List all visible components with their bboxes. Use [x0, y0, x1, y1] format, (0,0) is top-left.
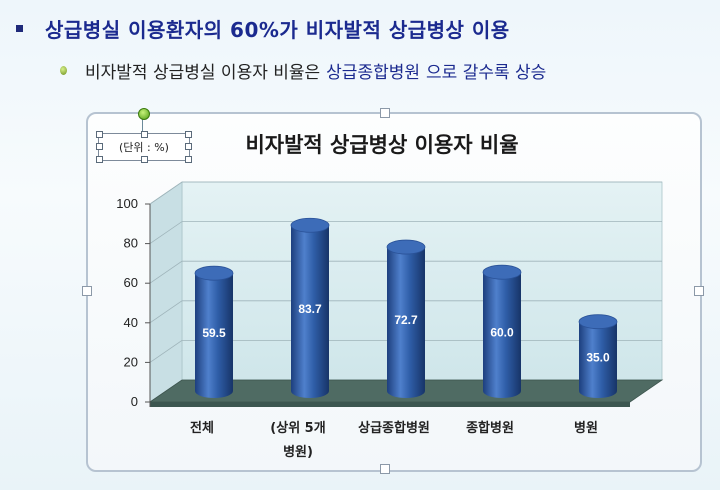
bar-top — [386, 239, 426, 255]
resize-handle[interactable] — [380, 108, 390, 118]
resize-handle[interactable] — [96, 131, 103, 138]
bar-value-label: 35.0 — [586, 350, 610, 364]
y-tick-label: 80 — [124, 236, 138, 251]
resize-handle[interactable] — [380, 464, 390, 474]
chart-side-wall — [149, 181, 183, 403]
y-tick-label: 60 — [124, 275, 138, 290]
gridline — [149, 260, 662, 284]
bar-value-label: 72.7 — [394, 313, 418, 327]
resize-handle[interactable] — [185, 143, 192, 150]
resize-handle[interactable] — [141, 156, 148, 163]
y-tick-label: 20 — [124, 354, 138, 369]
x-tick-label: (상위 5개 — [270, 421, 325, 436]
resize-handle[interactable] — [96, 143, 103, 150]
bar — [291, 225, 329, 398]
bullet-2-text: 비자발적 상급병실 이용자 비율은 — [85, 63, 321, 83]
gridline — [149, 181, 662, 205]
chart-title: 비자발적 상급병상 이용자 비율 — [245, 133, 518, 157]
resize-handle[interactable] — [185, 156, 192, 163]
bar — [579, 321, 617, 398]
bar — [195, 273, 233, 398]
gridline — [149, 221, 662, 244]
bullet-2-highlight: 상급종합병원 — [326, 63, 421, 83]
bar-top — [578, 314, 618, 330]
x-tick-label: 상급종합병원 — [358, 420, 430, 436]
x-tick-label: 전체 — [190, 420, 214, 436]
round-bullet-icon — [60, 66, 67, 75]
y-tick-label: 40 — [124, 315, 138, 330]
resize-handle[interactable] — [141, 131, 148, 138]
bar-top — [194, 265, 234, 281]
bar-top — [290, 217, 330, 233]
y-tick-label: 100 — [116, 196, 138, 211]
square-bullet-icon — [16, 25, 23, 32]
bullet-1: 상급병실 이용환자의 60%가 비자발적 상급병상 이용 — [16, 14, 510, 43]
x-tick-label: 병원 — [574, 420, 598, 436]
resize-handle[interactable] — [694, 286, 704, 296]
bar-top — [482, 264, 522, 280]
rotation-handle[interactable] — [138, 108, 150, 120]
bar-value-label: 60.0 — [490, 326, 514, 340]
bar-value-label: 59.5 — [202, 326, 226, 340]
resize-handle[interactable] — [185, 131, 192, 138]
bullet-2-text-end: 으로 갈수록 상승 — [426, 63, 547, 83]
resize-handle[interactable] — [82, 286, 92, 296]
bar — [387, 247, 425, 398]
x-tick-label: 종합병원 — [466, 420, 514, 436]
rotation-stem — [142, 118, 143, 132]
chart-floor-edge — [150, 402, 630, 407]
y-tick-label: 0 — [131, 394, 138, 409]
resize-handle[interactable] — [96, 156, 103, 163]
bullet-2: 비자발적 상급병실 이용자 비율은 상급종합병원 으로 갈수록 상승 — [60, 58, 546, 83]
bullet-1-text: 상급병실 이용환자의 60%가 비자발적 상급병상 이용 — [45, 18, 510, 42]
unit-label: (단위 : %) — [119, 141, 169, 154]
x-tick-label: 병원) — [283, 444, 313, 460]
bar-value-label: 83.7 — [298, 302, 322, 316]
bar — [483, 272, 521, 398]
